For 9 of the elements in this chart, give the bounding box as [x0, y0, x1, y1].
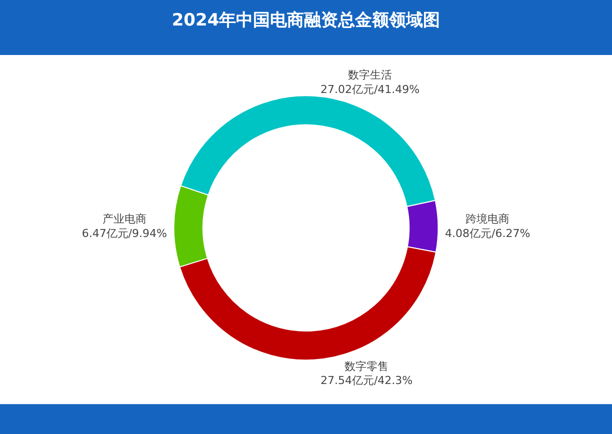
- data-label: 27.02亿元/41.49%: [320, 82, 420, 96]
- data-label: 4.08亿元/6.27%: [445, 226, 530, 240]
- data-label: 27.54亿元/42.3%: [320, 374, 413, 388]
- slice-label: 数字零售: [344, 360, 389, 373]
- slice-label: 产业电商: [102, 212, 146, 226]
- chart-title: 2024年中国电商融资总金额领域图: [172, 10, 440, 30]
- data-label: 6.47亿元/9.94%: [82, 226, 167, 240]
- slice-label: 数字生活: [348, 68, 392, 82]
- slice-label: 跨境电商: [466, 212, 510, 226]
